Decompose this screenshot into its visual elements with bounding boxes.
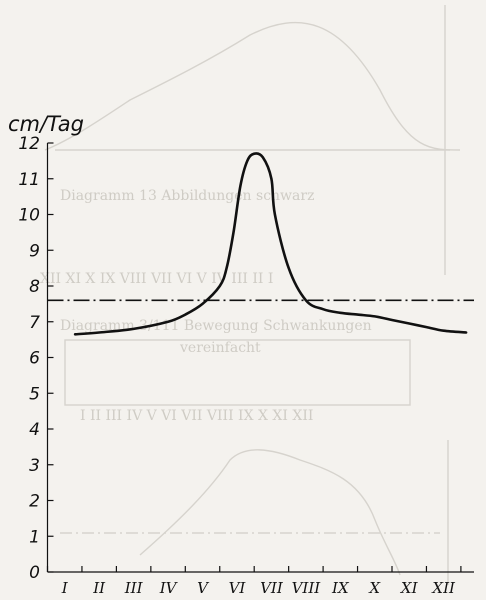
x-tick-label: XI <box>400 579 419 597</box>
y-tick-label: 1 <box>29 527 40 547</box>
y-tick-label: 0 <box>29 563 40 583</box>
y-tick-label: 10 <box>18 206 40 226</box>
x-tick-label: VI <box>229 579 247 597</box>
x-tick-label: III <box>124 579 144 597</box>
series-line <box>73 152 468 336</box>
x-tick-label: I <box>61 579 69 597</box>
y-tick-label: 3 <box>29 456 40 476</box>
y-tick-label: 9 <box>29 241 40 261</box>
y-tick-label: 2 <box>29 492 40 512</box>
y-tick-label: 12 <box>18 134 40 154</box>
x-ticks: I II III IV V VI VII VIII IX X XI XII <box>46 566 462 597</box>
x-tick-label: IV <box>159 579 179 597</box>
y-tick-label: 5 <box>29 384 40 404</box>
show-through-background: Diagramm 13 Abbildungen schwarz Diagramm… <box>40 5 461 585</box>
y-tick-label: 6 <box>29 349 40 369</box>
x-tick-label: V <box>197 579 210 597</box>
svg-text:vereinfacht: vereinfacht <box>179 340 261 356</box>
x-tick-label: XII <box>431 579 456 597</box>
x-tick-label: VII <box>260 579 284 597</box>
y-tick-label: 8 <box>29 277 40 297</box>
svg-text:Diagramm 3/111 Bewegung Schwan: Diagramm 3/111 Bewegung Schwankungen <box>60 318 372 334</box>
x-tick-label: IX <box>331 579 350 597</box>
x-tick-label: VIII <box>292 579 322 597</box>
svg-text:Diagramm 13 Abbildungen schwar: Diagramm 13 Abbildungen schwarz <box>60 188 314 204</box>
x-tick-label: X <box>368 579 381 597</box>
y-tick-label: 7 <box>29 313 40 333</box>
svg-text:I II III IV V VI V: I II III IV V VI VII VIII IX X XI XII <box>80 408 313 424</box>
svg-text:XII XI X IX VIII VII VI: XII XI X IX VIII VII VI V IV III II I <box>40 271 273 287</box>
y-tick-label: 4 <box>29 420 40 440</box>
y-axis-label: cm/Tag <box>8 112 84 136</box>
x-tick-label: II <box>92 579 106 597</box>
y-tick-label: 11 <box>18 170 40 190</box>
